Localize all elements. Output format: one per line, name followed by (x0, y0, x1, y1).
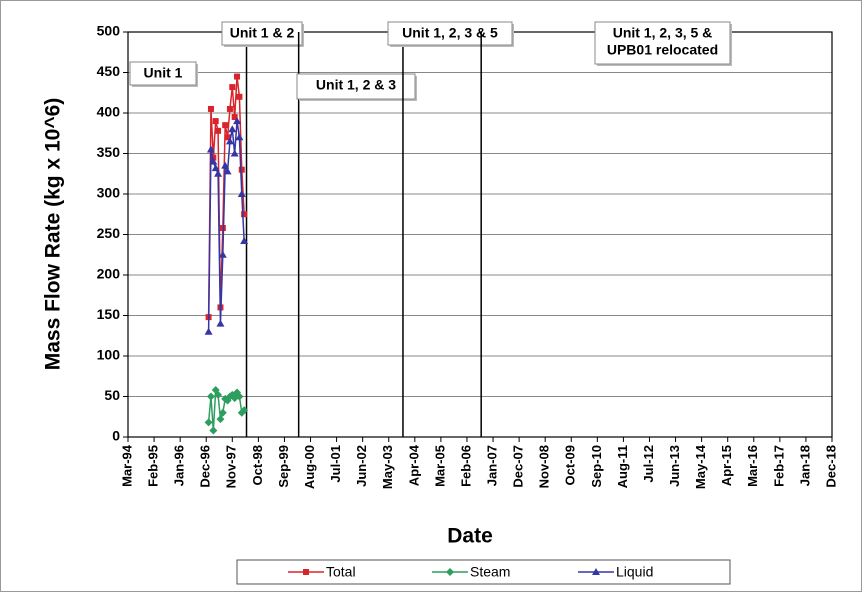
point (228, 125, 237, 133)
x-tick-label: Jan-96 (172, 445, 187, 486)
x-tick-label: Mar-05 (432, 445, 447, 487)
point (207, 105, 214, 112)
x-tick-label: Mar-94 (119, 444, 134, 487)
y-tick-label: 150 (97, 306, 121, 322)
point (237, 190, 246, 197)
x-tick-label: Jan-07 (484, 445, 499, 486)
point (235, 133, 244, 141)
annotation-box (129, 61, 197, 86)
annotation-label: UPB01 relocated (607, 42, 718, 58)
point (222, 122, 229, 129)
annotation-box (594, 21, 731, 65)
point (214, 169, 223, 177)
legend-label: Steam (470, 564, 510, 580)
point (215, 127, 222, 134)
x-tick-label: Oct-98 (250, 445, 265, 485)
point (240, 236, 249, 244)
point (236, 93, 243, 100)
legend-label: Total (326, 564, 356, 580)
x-tick-label: Nov-97 (224, 445, 239, 488)
x-tick-label: Dec-07 (511, 445, 526, 488)
point (209, 426, 218, 435)
x-tick-label: Dec-96 (198, 445, 213, 488)
x-tick-label: Apr-15 (719, 445, 734, 486)
x-tick-label: Jun-02 (354, 445, 369, 487)
point (212, 118, 219, 125)
x-tick-label: Jun-13 (667, 445, 682, 487)
point (210, 154, 217, 161)
y-tick-label: 500 (97, 23, 121, 39)
annotation-label: Unit 1, 2 & 3 (316, 77, 396, 93)
x-tick-label: May-03 (380, 445, 395, 489)
point (303, 569, 309, 575)
y-axis-label: Mass Flow Rate (kg x 10^6) (42, 98, 65, 371)
point (216, 415, 225, 424)
x-tick-label: May-14 (693, 444, 708, 489)
point (229, 84, 236, 91)
annotation-box (296, 73, 416, 100)
x-tick-label: Feb-06 (458, 445, 473, 487)
x-tick-label: Jul-01 (328, 445, 343, 483)
point (218, 250, 227, 258)
y-tick-label: 400 (97, 104, 121, 120)
x-tick-label: Oct-09 (563, 445, 578, 485)
y-tick-label: 0 (112, 428, 120, 444)
point (223, 167, 232, 175)
point (230, 149, 239, 157)
x-tick-label: Sep-10 (589, 445, 604, 488)
y-tick-label: 300 (97, 185, 121, 201)
y-tick-label: 100 (97, 347, 121, 363)
y-tick-label: 450 (97, 63, 121, 79)
x-tick-label: Aug-00 (302, 445, 317, 489)
point (233, 117, 242, 125)
point (204, 418, 213, 427)
point (446, 568, 454, 576)
point (234, 73, 241, 80)
x-tick-label: Dec-18 (823, 445, 838, 488)
x-tick-label: Jan-18 (797, 445, 812, 486)
annotation-label: Unit 1, 2, 3, 5 & (613, 25, 713, 41)
point (209, 157, 218, 165)
point (206, 392, 215, 401)
y-tick-label: 200 (97, 266, 121, 282)
point (235, 392, 244, 401)
annotation-label: Unit 1, 2, 3 & 5 (402, 25, 498, 41)
point (225, 137, 234, 145)
point (211, 164, 220, 172)
point (221, 161, 230, 169)
point (238, 166, 245, 173)
annotation-label: Unit 1 & 2 (230, 25, 295, 41)
point (214, 390, 223, 399)
x-tick-label: Feb-95 (146, 445, 161, 487)
x-tick-label: Feb-17 (771, 445, 786, 487)
point (204, 327, 213, 335)
x-tick-label: Nov-08 (537, 445, 552, 488)
y-tick-label: 50 (104, 387, 120, 403)
point (241, 211, 248, 218)
y-tick-label: 250 (97, 225, 121, 241)
point (216, 319, 225, 327)
annotation-box (221, 21, 303, 46)
legend-box (236, 559, 731, 585)
series-line (207, 76, 245, 318)
x-tick-label: Jul-12 (641, 445, 656, 483)
annotation-label: Unit 1 (144, 65, 183, 81)
point (224, 134, 231, 141)
x-tick-label: Apr-04 (406, 444, 421, 486)
x-tick-label: Sep-99 (276, 445, 291, 488)
x-axis-label: Date (447, 525, 493, 548)
legend-label: Liquid (616, 564, 653, 580)
point (240, 406, 249, 415)
x-tick-label: Aug-11 (615, 445, 630, 488)
point (226, 105, 233, 112)
point (218, 408, 227, 417)
point (231, 114, 238, 121)
point (206, 145, 215, 153)
y-tick-label: 350 (97, 144, 121, 160)
x-tick-label: Mar-16 (745, 445, 760, 487)
point (592, 568, 600, 575)
